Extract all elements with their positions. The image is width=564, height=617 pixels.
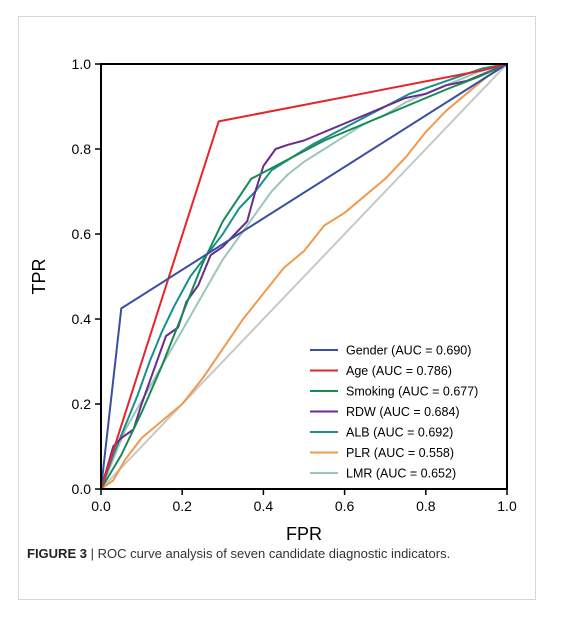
y-tick-label: 0.8 (72, 141, 92, 157)
series-line-6 (100, 63, 508, 490)
y-tick-label: 0.2 (72, 396, 92, 412)
y-tick-label: 0.6 (72, 226, 92, 242)
x-tick-label: 1.0 (497, 498, 517, 514)
legend-label: RDW (AUC = 0.684) (346, 405, 460, 419)
series-line-1 (100, 63, 508, 490)
x-tick-label: 0.8 (416, 498, 436, 514)
series-line-0 (100, 63, 508, 490)
legend-label: ALB (AUC = 0.692) (346, 426, 453, 440)
legend-label: LMR (AUC = 0.652) (346, 467, 456, 481)
legend-label: Age (AUC = 0.786) (346, 364, 452, 378)
x-tick-label: 0.4 (254, 498, 274, 514)
x-tick-label: 0.0 (91, 498, 111, 514)
x-tick-label: 0.6 (335, 498, 355, 514)
series-line-2 (100, 63, 508, 490)
y-axis-label: TPR (29, 258, 49, 294)
series-line-3 (100, 63, 508, 490)
caption-separator: | (86, 546, 98, 561)
caption-label: FIGURE 3 (27, 546, 87, 561)
plot-frame (100, 63, 508, 490)
x-axis-label: FPR (286, 524, 322, 544)
y-tick-label: 1.0 (72, 56, 92, 72)
y-tick-label: 0.4 (72, 311, 92, 327)
x-tick-label: 0.2 (172, 498, 192, 514)
figure-frame (18, 16, 536, 600)
legend-label: PLR (AUC = 0.558) (346, 446, 454, 460)
reference-line (100, 63, 508, 490)
y-tick-label: 0.0 (72, 481, 92, 497)
series-line-5 (100, 63, 508, 490)
legend-label: Gender (AUC = 0.690) (346, 344, 471, 358)
caption-text: ROC curve analysis of seven candidate di… (97, 546, 451, 561)
figure-caption: FIGURE 3 | ROC curve analysis of seven c… (27, 546, 532, 562)
legend-label: Smoking (AUC = 0.677) (346, 385, 478, 399)
